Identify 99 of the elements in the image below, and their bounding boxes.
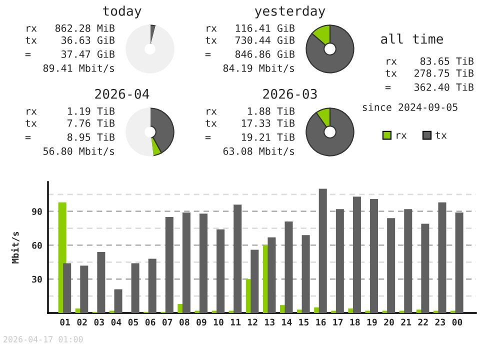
x-tick-label: 11 — [230, 318, 241, 326]
bar — [318, 188, 327, 313]
text: 36.63 GiB — [61, 36, 115, 44]
bar — [336, 209, 344, 313]
text: = — [385, 86, 391, 90]
bar — [63, 263, 72, 313]
x-tick-label: 23 — [435, 318, 446, 326]
x-tick-label: 12 — [248, 318, 258, 326]
x-tick-label: 21 — [401, 318, 412, 326]
text: 116.41 GiB — [236, 24, 295, 32]
bar — [200, 214, 208, 313]
text: 83.65 TiB — [420, 57, 474, 65]
text: 7.76 TiB — [68, 119, 115, 127]
x-tick-label: 15 — [299, 318, 309, 326]
text: 362.40 TiB — [414, 83, 474, 91]
text: = — [25, 136, 31, 140]
bar — [114, 289, 122, 313]
text: 37.47 GiB — [61, 50, 115, 58]
text: tx — [386, 70, 397, 77]
x-tick-label: 08 — [180, 318, 190, 326]
text: 8.95 TiB — [67, 133, 115, 141]
text: 17.33 TiB — [242, 119, 295, 127]
y-tick-label: 30 — [32, 276, 42, 283]
text: = — [25, 53, 31, 56]
x-tick-label: 10 — [214, 318, 224, 326]
bar — [438, 202, 446, 313]
x-tick-label: 06 — [145, 318, 156, 326]
bar — [352, 196, 361, 313]
x-tick-label: 09 — [196, 318, 206, 326]
text: 19.21 TiB — [242, 133, 295, 141]
x-tick-label: 00 — [452, 318, 462, 326]
bar — [284, 222, 293, 313]
x-tick-label: 02 — [77, 318, 87, 326]
bar — [182, 212, 190, 313]
x-tick-label: 05 — [128, 318, 138, 326]
donut-slice — [126, 108, 154, 156]
text: rx — [386, 59, 397, 65]
text: rx — [206, 109, 217, 115]
bar — [216, 229, 225, 313]
bar — [455, 212, 464, 313]
y-tick-label: 60 — [32, 242, 42, 249]
text: all time — [381, 34, 443, 44]
bar — [404, 209, 412, 313]
bar — [302, 235, 310, 313]
legend-label: rx — [396, 133, 407, 139]
x-tick-label: 20 — [384, 318, 394, 326]
bar — [148, 258, 156, 313]
text: 63.08 Mbit/s — [223, 147, 294, 156]
bar — [370, 198, 378, 313]
x-tick-label: 13 — [265, 318, 275, 326]
text: rx — [206, 26, 217, 32]
x-tick-label: 22 — [418, 318, 428, 326]
donut-slice — [149, 108, 174, 154]
text: 846.86 GiB — [235, 50, 295, 58]
x-tick-label: 07 — [162, 318, 172, 326]
text: tx — [26, 120, 37, 127]
x-tick-label: 01 — [60, 318, 70, 326]
text: 1.19 TiB — [68, 107, 115, 115]
text: 56.80 Mbit/s — [43, 147, 114, 156]
x-tick-label: 14 — [282, 318, 292, 326]
x-tick-label: 17 — [333, 318, 343, 326]
x-tick-label: 16 — [316, 318, 326, 326]
text: 862.28 MiB — [55, 24, 115, 32]
text: = — [205, 136, 211, 140]
text: rx — [26, 26, 37, 32]
bar — [131, 263, 140, 313]
text: 89.41 Mbit/s — [43, 64, 114, 73]
x-tick-label: 19 — [367, 318, 377, 326]
donut-slice — [306, 108, 354, 156]
text: tx — [206, 120, 217, 127]
x-tick-label: 04 — [111, 318, 122, 326]
chart-title: 2026-03 — [263, 88, 317, 99]
chart-title: today — [102, 6, 142, 18]
legend-label: tx — [436, 132, 447, 139]
bar — [268, 237, 276, 313]
text: 730.44 GiB — [235, 36, 295, 44]
x-tick-label: 18 — [350, 318, 360, 326]
bar — [421, 224, 430, 313]
text: rx — [26, 109, 37, 115]
text: since 2024-09-05 — [362, 103, 458, 111]
text: 84.19 Mbit/s — [223, 64, 294, 73]
y-axis-title: Mbit/s — [11, 232, 20, 264]
text: tx — [206, 36, 217, 44]
donut-slice — [126, 24, 174, 74]
text: = — [205, 53, 211, 56]
bar — [80, 266, 88, 313]
bar — [387, 218, 396, 313]
text: tx — [26, 36, 37, 44]
chart-title: 2026-04 — [95, 88, 150, 99]
chart-title: yesterday — [254, 6, 326, 18]
bar — [165, 217, 174, 313]
text: 278.75 TiB — [414, 69, 474, 77]
x-tick-label: 03 — [94, 318, 104, 326]
bar — [250, 250, 259, 313]
bar — [234, 204, 242, 313]
y-tick-label: 90 — [32, 208, 42, 215]
text: 1.88 TiB — [248, 107, 295, 115]
bar — [97, 252, 106, 313]
donut-slice — [306, 24, 354, 74]
